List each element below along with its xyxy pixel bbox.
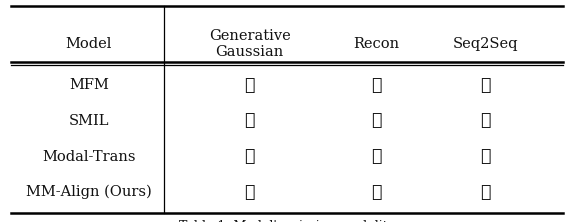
- Text: Recon: Recon: [353, 37, 399, 52]
- Text: SMIL: SMIL: [69, 114, 109, 128]
- Text: ✗: ✗: [371, 184, 381, 200]
- Text: ✓: ✓: [371, 148, 381, 165]
- Text: Seq2Seq: Seq2Seq: [452, 37, 518, 52]
- Text: ✗: ✗: [245, 148, 255, 165]
- Text: Table 1: Model's missing modality: Table 1: Model's missing modality: [179, 220, 395, 222]
- Text: ✗: ✗: [480, 113, 490, 129]
- Text: Modal-Trans: Modal-Trans: [42, 149, 135, 164]
- Text: ✗: ✗: [245, 77, 255, 94]
- Text: ✓: ✓: [245, 113, 255, 129]
- Text: Model: Model: [66, 37, 112, 52]
- Text: ✓: ✓: [371, 77, 381, 94]
- Text: MM-Align (Ours): MM-Align (Ours): [26, 185, 152, 199]
- Text: ✓: ✓: [480, 148, 490, 165]
- Text: ✗: ✗: [245, 184, 255, 200]
- Text: MFM: MFM: [69, 78, 109, 93]
- Text: ✓: ✓: [480, 77, 490, 94]
- Text: Generative
Gaussian: Generative Gaussian: [209, 29, 290, 59]
- Text: ✓: ✓: [371, 113, 381, 129]
- Text: ✗: ✗: [480, 184, 490, 200]
